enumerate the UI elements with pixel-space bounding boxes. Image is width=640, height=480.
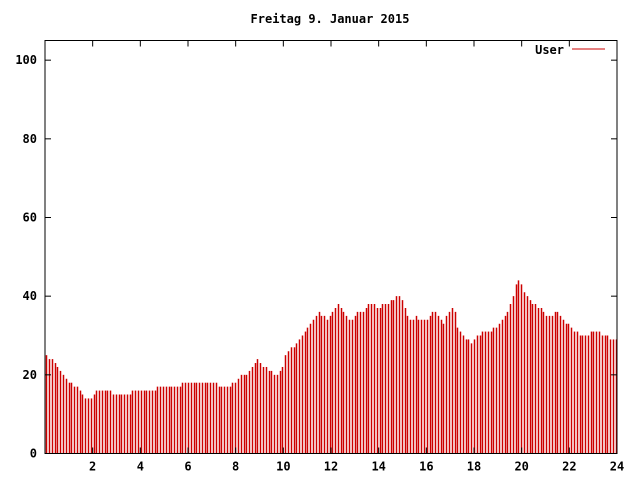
y-tick-label: 0 (30, 447, 37, 461)
x-tick-label: 22 (562, 460, 576, 474)
x-tick-label: 2 (89, 460, 96, 474)
x-tick-label: 20 (514, 460, 528, 474)
legend-label: User (535, 43, 564, 57)
x-tick-label: 18 (467, 460, 481, 474)
x-tick-label: 6 (184, 460, 191, 474)
y-tick-label: 40 (23, 289, 37, 303)
chart-title: Freitag 9. Januar 2015 (251, 12, 410, 26)
y-tick-label: 100 (15, 53, 37, 67)
bar-series (45, 280, 618, 454)
x-tick-label: 10 (276, 460, 290, 474)
y-tick-label: 60 (23, 211, 37, 225)
plot-frame (44, 40, 618, 454)
x-tick-label: 14 (371, 460, 385, 474)
x-tick-label: 24 (610, 460, 624, 474)
x-tick-label: 12 (324, 460, 338, 474)
y-tick-label: 80 (23, 132, 37, 146)
x-tick-label: 16 (419, 460, 433, 474)
x-tick-label: 4 (137, 460, 144, 474)
y-tick-label: 20 (23, 368, 37, 382)
x-tick-label: 8 (232, 460, 239, 474)
legend: User (535, 43, 605, 57)
